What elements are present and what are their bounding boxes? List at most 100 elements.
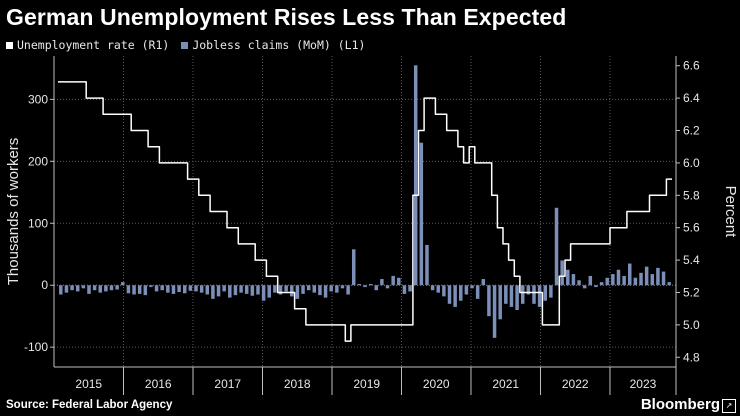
bar-jobless-claims bbox=[633, 277, 638, 286]
bar-jobless-claims bbox=[566, 269, 570, 286]
bar-jobless-claims bbox=[374, 285, 379, 291]
bar-jobless-claims bbox=[363, 285, 367, 288]
bar-jobless-claims bbox=[459, 285, 463, 301]
bar-jobless-claims bbox=[368, 283, 373, 286]
bar-jobless-claims bbox=[121, 282, 125, 286]
bar-jobless-claims bbox=[599, 282, 604, 286]
bar-jobless-claims bbox=[160, 285, 164, 291]
bar-jobless-claims bbox=[154, 285, 159, 292]
bar-jobless-claims bbox=[233, 285, 238, 296]
left-tick-label: -100 bbox=[24, 340, 48, 354]
bar-jobless-claims bbox=[537, 285, 542, 307]
bar-jobless-claims bbox=[380, 279, 384, 286]
bar-jobless-claims bbox=[261, 285, 266, 301]
bar-jobless-claims bbox=[59, 285, 63, 295]
year-tick-label: 2018 bbox=[284, 377, 311, 391]
bar-jobless-claims bbox=[306, 285, 311, 291]
bar-jobless-claims bbox=[560, 260, 564, 286]
right-tick-label: 5.8 bbox=[683, 188, 700, 202]
bar-jobless-claims bbox=[391, 275, 395, 286]
bar-jobless-claims bbox=[520, 285, 525, 304]
year-tick-label: 2023 bbox=[630, 377, 657, 391]
bar-jobless-claims bbox=[661, 271, 666, 286]
bar-jobless-claims bbox=[582, 285, 587, 289]
bar-jobless-claims bbox=[357, 283, 362, 286]
bar-jobless-claims bbox=[149, 285, 153, 288]
bloomberg-logo-icon: ↗ bbox=[722, 399, 736, 413]
bar-jobless-claims bbox=[340, 285, 345, 289]
right-axis-title: Percent bbox=[722, 186, 739, 239]
right-tick-label: 5.6 bbox=[683, 221, 700, 235]
bar-jobless-claims bbox=[515, 285, 519, 311]
bar-jobless-claims bbox=[194, 285, 198, 292]
left-tick-label: 0 bbox=[41, 278, 48, 292]
bar-jobless-claims bbox=[312, 285, 317, 293]
bar-jobless-claims bbox=[329, 285, 333, 292]
bar-jobless-claims bbox=[256, 285, 260, 295]
bar-jobless-claims bbox=[104, 285, 108, 292]
bar-jobless-claims bbox=[588, 275, 593, 286]
bar-jobless-claims bbox=[430, 285, 435, 291]
left-axis-title: Thousands of workers bbox=[5, 138, 22, 286]
right-tick-label: 5.2 bbox=[683, 285, 700, 299]
bar-jobless-claims bbox=[126, 285, 131, 294]
bar-jobless-claims bbox=[351, 249, 356, 286]
bar-jobless-claims bbox=[346, 285, 350, 295]
legend-swatch-jobless-claims bbox=[181, 41, 189, 49]
bar-jobless-claims bbox=[137, 285, 142, 294]
bar-jobless-claims bbox=[64, 285, 69, 293]
bar-jobless-claims bbox=[571, 274, 576, 286]
bar-jobless-claims bbox=[419, 142, 424, 286]
legend-label-unemployment-rate: Unemployment rate (R1) bbox=[17, 38, 170, 52]
legend-swatch-unemployment-rate bbox=[6, 41, 13, 49]
bar-jobless-claims bbox=[656, 267, 660, 286]
right-tick-label: 5.0 bbox=[683, 318, 700, 332]
bar-jobless-claims bbox=[177, 285, 181, 293]
bar-jobless-claims bbox=[70, 285, 74, 291]
bar-jobless-claims bbox=[290, 285, 294, 297]
bar-jobless-claims bbox=[481, 279, 486, 286]
bar-jobless-claims bbox=[244, 285, 249, 294]
right-tick-label: 6.0 bbox=[683, 156, 700, 170]
bar-jobless-claims bbox=[278, 285, 283, 295]
year-tick-label: 2020 bbox=[423, 377, 450, 391]
bar-jobless-claims bbox=[447, 285, 452, 304]
bar-jobless-claims bbox=[109, 285, 114, 291]
bar-jobless-claims bbox=[250, 285, 255, 296]
bar-jobless-claims bbox=[436, 285, 440, 293]
bar-jobless-claims bbox=[549, 285, 553, 298]
bar-jobless-claims bbox=[475, 285, 480, 299]
bar-jobless-claims bbox=[639, 272, 643, 286]
year-tick-label: 2017 bbox=[214, 377, 241, 391]
bar-jobless-claims bbox=[402, 285, 407, 294]
chart-legend: Unemployment rate (R1) Jobless claims (M… bbox=[6, 37, 365, 53]
bar-jobless-claims bbox=[492, 285, 497, 338]
bar-jobless-claims bbox=[132, 285, 136, 295]
bar-jobless-claims bbox=[397, 277, 401, 286]
bar-jobless-claims bbox=[453, 285, 457, 307]
bar-jobless-claims bbox=[87, 285, 91, 294]
bar-jobless-claims bbox=[408, 285, 412, 292]
bar-jobless-claims bbox=[239, 285, 243, 293]
bar-jobless-claims bbox=[628, 263, 632, 286]
source-note: Source: Federal Labor Agency bbox=[6, 399, 173, 411]
bar-jobless-claims bbox=[228, 285, 232, 298]
bar-jobless-claims bbox=[295, 285, 300, 299]
bar-jobless-claims bbox=[622, 275, 626, 286]
bar-jobless-claims bbox=[205, 285, 210, 295]
bar-jobless-claims bbox=[222, 285, 226, 292]
line-unemployment-rate bbox=[58, 81, 672, 342]
bar-jobless-claims bbox=[554, 207, 559, 286]
bar-jobless-claims bbox=[143, 285, 148, 296]
bar-jobless-claims bbox=[284, 285, 288, 292]
right-tick-label: 5.4 bbox=[683, 253, 700, 267]
bar-jobless-claims bbox=[487, 285, 491, 317]
bar-jobless-claims bbox=[425, 244, 429, 286]
bar-jobless-claims bbox=[335, 285, 339, 293]
chart-title: German Unemployment Rises Less Than Expe… bbox=[6, 4, 567, 30]
bar-jobless-claims bbox=[75, 285, 80, 292]
bar-jobless-claims bbox=[211, 285, 215, 299]
bar-jobless-claims bbox=[526, 285, 531, 295]
year-tick-label: 2019 bbox=[353, 377, 380, 391]
